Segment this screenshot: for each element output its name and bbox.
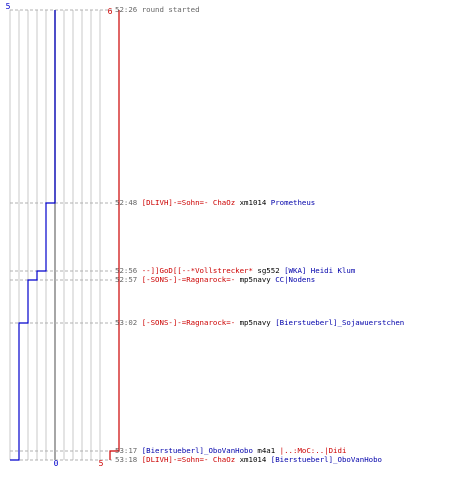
top-label-blue: 5: [6, 2, 11, 11]
event-text: Prometheus: [270, 198, 316, 207]
event-text: xm1014: [235, 198, 271, 207]
event-row: 52:56 --]]GoD[[--*Vollstrecker* sg552 [W…: [115, 266, 355, 275]
event-time: 52:26: [115, 5, 138, 14]
event-text: [-SONS-]-=Ragnarock=-: [141, 318, 236, 327]
event-text: [Bierstueberl]_OboVanHobo: [270, 455, 383, 464]
event-row: 53:18 [DLIVH]-=Sohn=- ChaOz xm1014 [Bier…: [115, 455, 382, 464]
event-time: 52:56: [115, 266, 138, 275]
event-text: xm1014: [235, 455, 271, 464]
bottom-label-blue: 0: [54, 459, 59, 468]
event-time: 53:02: [115, 318, 138, 327]
red-team-alive-line: [109, 10, 120, 460]
event-text: [DLIVH]-=Sohn=- ChaOz: [141, 455, 236, 464]
event-time: 52:57: [115, 275, 138, 284]
event-row: 53:17 [Bierstueberl]_OboVanHobo m4a1 |..…: [115, 446, 346, 455]
event-text: mp5navy: [235, 318, 276, 327]
event-time: 53:18: [115, 455, 138, 464]
event-text: [WKA] Heidi Klum: [284, 266, 356, 275]
event-text: [-SONS-]-=Ragnarock=-: [141, 275, 236, 284]
event-text: [DLIVH]-=Sohn=- ChaOz: [141, 198, 236, 207]
event-row: 52:48 [DLIVH]-=Sohn=- ChaOz xm1014 Prome…: [115, 198, 315, 207]
blue-team-alive-line: [10, 10, 56, 461]
event-text: |..:MoC:..|Didi: [279, 446, 347, 455]
event-row: 53:02 [-SONS-]-=Ragnarock=- mp5navy [Bie…: [115, 318, 404, 327]
top-label-red: 6: [108, 7, 113, 16]
event-text: CC|Nodens: [275, 275, 316, 284]
event-text: mp5navy: [235, 275, 276, 284]
event-text: sg552: [252, 266, 285, 275]
event-time: 53:17: [115, 446, 138, 455]
event-row: 52:57 [-SONS-]-=Ragnarock=- mp5navy CC|N…: [115, 275, 315, 284]
event-row: 52:26 round started: [115, 5, 200, 14]
event-text: [Bierstueberl]_OboVanHobo: [141, 446, 253, 455]
event-text: m4a1: [252, 446, 280, 455]
event-time: 52:48: [115, 198, 138, 207]
event-text: round started: [141, 5, 200, 14]
event-text: --]]GoD[[--*Vollstrecker*: [141, 266, 253, 275]
event-text: [Bierstueberl]_Sojawuerstchen: [275, 318, 405, 327]
bottom-label-red: 5: [99, 459, 104, 468]
